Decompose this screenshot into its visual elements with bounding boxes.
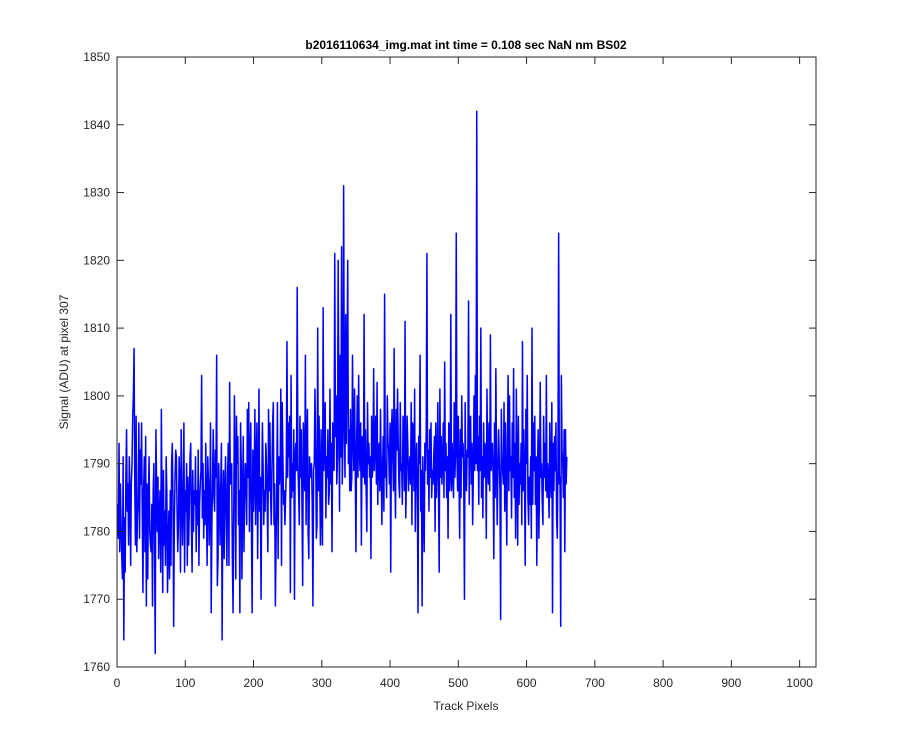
x-tick-label-300: 300 [312, 676, 332, 690]
y-axis-label: Signal (ADU) at pixel 307 [57, 294, 71, 429]
x-ticks: 0 100 200 300 400 500 600 700 800 900 1000 [114, 57, 813, 690]
y-tick-label-1770: 1770 [83, 592, 110, 606]
x-tick-label-400: 400 [380, 676, 400, 690]
y-tick-label-1820: 1820 [83, 253, 110, 267]
x-tick-label-700: 700 [585, 676, 605, 690]
y-tick-label-1830: 1830 [83, 186, 110, 200]
chart-title: b2016110634_img.mat int time = 0.108 sec… [305, 38, 627, 52]
y-tick-label-1760: 1760 [83, 660, 110, 674]
x-tick-label-500: 500 [448, 676, 468, 690]
y-tick-label-1780: 1780 [83, 524, 110, 538]
x-tick-label-600: 600 [517, 676, 537, 690]
y-tick-label-1850: 1850 [83, 50, 110, 64]
x-tick-label-200: 200 [244, 676, 264, 690]
y-tick-label-1800: 1800 [83, 389, 110, 403]
y-tick-label-1810: 1810 [83, 321, 110, 335]
axes-box [116, 56, 817, 668]
y-tick-label-1790: 1790 [83, 457, 110, 471]
x-tick-label-1000: 1000 [786, 676, 813, 690]
x-axis-label: Track Pixels [434, 699, 499, 713]
y-ticks: 1760 1770 1780 1790 1800 1810 1820 1830 1840 1850 [83, 50, 816, 674]
series-line-0 [116, 110, 568, 655]
series-layer [116, 110, 568, 655]
y-tick-label-1840: 1840 [83, 118, 110, 132]
x-tick-label-800: 800 [653, 676, 673, 690]
x-tick-label-100: 100 [175, 676, 195, 690]
x-tick-label-0: 0 [114, 676, 121, 690]
x-tick-label-900: 900 [721, 676, 741, 690]
